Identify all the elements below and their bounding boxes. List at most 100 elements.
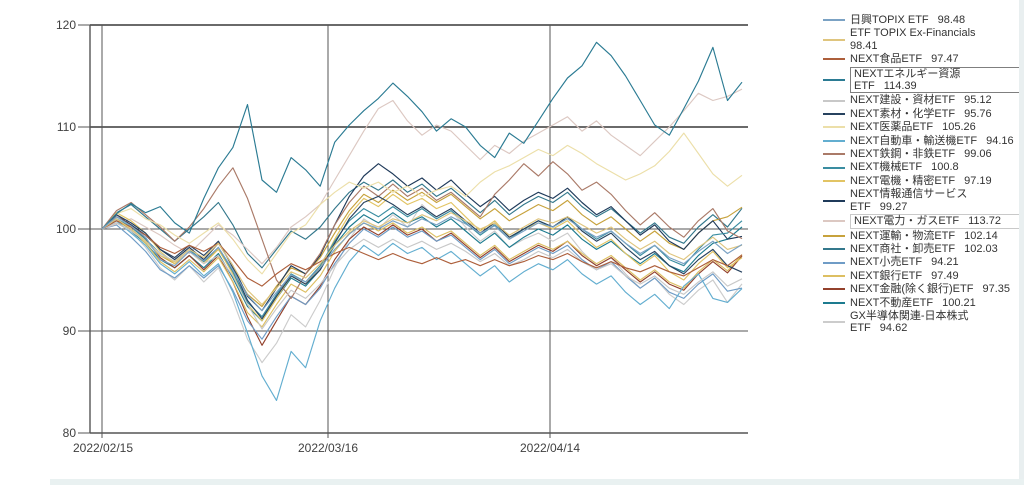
legend-label: NEXT金融(除く銀行)ETF <box>850 283 974 296</box>
legend-item[interactable]: NEXT電力・ガスETF 113.72 <box>823 214 1021 229</box>
legend-item[interactable]: NEXT銀行ETF 97.49 <box>823 270 1021 282</box>
legend-label: NEXT鉄鋼・非鉄ETF <box>850 148 956 161</box>
legend-item[interactable]: NEXT医薬品ETF 105.26 <box>823 121 1021 133</box>
legend-value: 105.26 <box>942 121 976 134</box>
legend-text: NEXT自動車・輸送機ETF 94.16 <box>850 135 1021 147</box>
legend-label: NEXT建設・資材ETF <box>850 94 956 107</box>
legend-value: 97.49 <box>931 269 959 282</box>
series-line[interactable] <box>101 222 743 330</box>
series-line[interactable] <box>101 88 743 265</box>
legend-swatch <box>823 139 845 142</box>
series-line[interactable] <box>101 212 743 306</box>
legend-value: 99.06 <box>964 148 992 161</box>
legend-swatch <box>823 248 845 251</box>
legend-item[interactable]: NEXT金融(除く銀行)ETF 97.35 <box>823 283 1021 295</box>
legend-item[interactable]: NEXT情報通信サービスETF 99.27 <box>823 188 1021 213</box>
legend-text: NEXT医薬品ETF 105.26 <box>850 121 1021 133</box>
legend-item[interactable]: NEXT運輸・物流ETF 102.14 <box>823 230 1021 242</box>
legend-text: ETF TOPIX Ex-Financials 98.41 <box>850 27 1021 52</box>
legend-item[interactable]: NEXT食品ETF 97.47 <box>823 53 1021 65</box>
legend-text: NEXT建設・資材ETF 95.12 <box>850 94 1021 106</box>
legend-item[interactable]: NEXT鉄鋼・非鉄ETF 99.06 <box>823 148 1021 160</box>
x-axis-label: 2022/03/16 <box>297 441 359 455</box>
legend-value: 97.35 <box>982 283 1010 296</box>
legend-item[interactable]: 日興TOPIX ETF 98.48 <box>823 14 1021 26</box>
legend-item[interactable]: NEXT機械ETF 100.8 <box>823 161 1021 173</box>
legend-text: NEXT鉄鋼・非鉄ETF 99.06 <box>850 148 1021 160</box>
legend-text: NEXT電力・ガスETF 113.72 <box>850 214 1021 229</box>
scrollbar-track-horizontal[interactable] <box>50 479 1024 485</box>
series-line[interactable] <box>101 132 743 275</box>
legend-item[interactable]: GX半導体関連-日本株式ETF 94.62 <box>823 310 1021 335</box>
legend-swatch <box>823 199 845 202</box>
legend-swatch <box>823 321 845 324</box>
series-line[interactable] <box>101 41 743 234</box>
chart-legend: 日興TOPIX ETF 98.48 ETF TOPIX Ex-Financials 9… <box>823 14 1021 336</box>
legend-label: ETF TOPIX Ex-Financials <box>850 27 976 40</box>
legend-item[interactable]: NEXT自動車・輸送機ETF 94.16 <box>823 135 1021 147</box>
legend-text: NEXTエネルギー資源ETF 114.39 <box>850 66 1021 94</box>
legend-text: NEXT不動産ETF 100.21 <box>850 297 1021 309</box>
legend-text: NEXT銀行ETF 97.49 <box>850 270 1021 282</box>
series-line[interactable] <box>101 220 743 287</box>
legend-item[interactable]: NEXT商社・卸売ETF 102.03 <box>823 243 1021 255</box>
legend-value: 98.41 <box>850 39 878 52</box>
series-line[interactable] <box>101 218 743 328</box>
legend-text: NEXT情報通信サービスETF 99.27 <box>850 188 1021 213</box>
legend-text: NEXT素材・化学ETF 95.76 <box>850 108 1021 120</box>
series-line[interactable] <box>101 195 743 320</box>
legend-value: 97.19 <box>964 174 992 187</box>
series-line[interactable] <box>101 220 743 401</box>
legend-text: NEXT運輸・物流ETF 102.14 <box>850 230 1021 242</box>
legend-item[interactable]: NEXTエネルギー資源ETF 114.39 <box>823 66 1021 94</box>
legend-label: 日興TOPIX ETF <box>850 14 929 26</box>
legend-value: 95.12 <box>964 94 992 107</box>
series-line[interactable] <box>101 224 743 340</box>
legend-swatch <box>823 288 845 291</box>
legend-label: NEXT不動産ETF <box>850 296 934 309</box>
legend-value: 95.76 <box>964 107 992 120</box>
legend-swatch <box>823 166 845 169</box>
price-chart[interactable] <box>0 0 820 485</box>
y-axis-label: 100 <box>55 222 76 236</box>
scrollbar-track-vertical[interactable] <box>1019 0 1024 485</box>
legend-value: 102.14 <box>964 229 998 242</box>
legend-swatch <box>823 99 845 102</box>
series-line[interactable] <box>101 216 743 312</box>
series-line[interactable] <box>101 179 743 269</box>
y-axis-label: 120 <box>55 18 76 32</box>
legend-item[interactable]: NEXT素材・化学ETF 95.76 <box>823 108 1021 120</box>
legend-text: NEXT商社・卸売ETF 102.03 <box>850 243 1021 255</box>
series-line[interactable] <box>101 163 743 312</box>
legend-text: 日興TOPIX ETF 98.48 <box>850 14 1021 26</box>
legend-label: NEXT運輸・物流ETF <box>850 229 956 242</box>
legend-value: 113.72 <box>968 215 1001 228</box>
y-axis-label: 110 <box>56 120 76 134</box>
legend-value: 99.27 <box>879 200 908 213</box>
legend-swatch <box>823 234 845 237</box>
legend-item[interactable]: NEXT建設・資材ETF 95.12 <box>823 94 1021 106</box>
legend-text: GX半導体関連-日本株式ETF 94.62 <box>850 310 1021 335</box>
legend-value: 94.16 <box>986 134 1014 147</box>
legend-item[interactable]: NEXT不動産ETF 100.21 <box>823 297 1021 309</box>
legend-item[interactable]: NEXT電機・精密ETF 97.19 <box>823 175 1021 187</box>
legend-value: 94.21 <box>931 256 959 269</box>
series-line[interactable] <box>101 214 743 346</box>
legend-item[interactable]: ETF TOPIX Ex-Financials 98.41 <box>823 27 1021 52</box>
legend-value: 114.39 <box>883 80 917 93</box>
legend-swatch <box>823 301 845 304</box>
legend-swatch <box>823 126 845 129</box>
series-line[interactable] <box>101 212 743 322</box>
legend-label: NEXT情報通信サービスETF <box>850 188 968 213</box>
legend-text: NEXT金融(除く銀行)ETF 97.35 <box>850 283 1021 295</box>
y-axis-label: 80 <box>62 426 76 440</box>
legend-text: NEXT機械ETF 100.8 <box>850 161 1021 173</box>
series-line[interactable] <box>101 161 743 299</box>
legend-value: 102.03 <box>964 242 998 255</box>
series-line[interactable] <box>101 193 743 322</box>
legend-swatch <box>823 220 845 223</box>
legend-item[interactable]: NEXT小売ETF 94.21 <box>823 256 1021 268</box>
legend-value: 97.47 <box>931 53 959 66</box>
legend-label: NEXT自動車・輸送機ETF <box>850 134 978 147</box>
